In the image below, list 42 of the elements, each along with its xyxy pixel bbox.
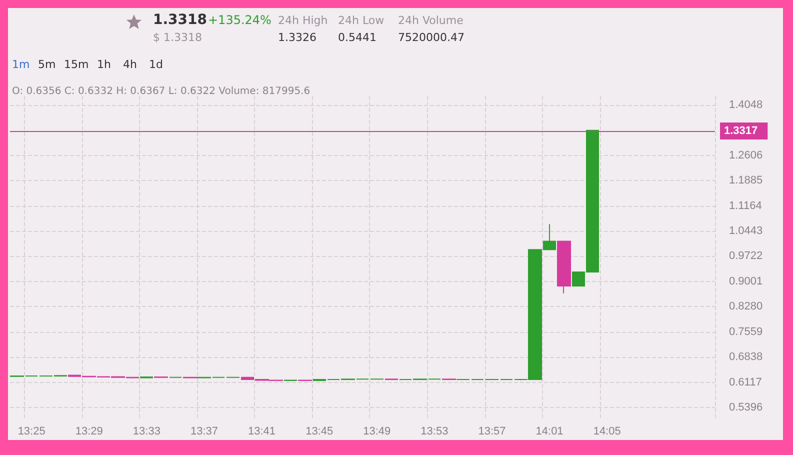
y-tick-label: 1.1164 <box>729 200 762 212</box>
text: 1d <box>149 58 163 71</box>
x-tick-label: 13:25 <box>18 426 46 438</box>
y-tick-label: 1.0443 <box>729 224 763 237</box>
text: +135.24% <box>208 13 272 27</box>
y-tick-label: 0.6117 <box>729 376 762 388</box>
y-tick-label: 1.1885 <box>729 174 763 187</box>
candlestick <box>140 376 153 379</box>
y-tick-label: 1.4048 <box>729 98 763 111</box>
text: 15m <box>64 58 89 71</box>
x-tick-label: 13:37 <box>190 426 218 438</box>
x-tick-label: 13:57 <box>478 426 506 438</box>
text: 1h <box>97 58 111 71</box>
x-tick-label: 13:53 <box>420 426 448 438</box>
y-tick-label: 0.8280 <box>729 300 763 313</box>
x-tick-label: 13:41 <box>248 426 276 438</box>
y-tick-label: 1.2606 <box>729 149 763 162</box>
candlestick <box>557 240 571 294</box>
text: 1m <box>12 58 30 71</box>
text: 24h Volume <box>398 14 464 27</box>
x-tick-label: 14:01 <box>536 426 564 438</box>
text: 1.3318 <box>153 12 208 28</box>
text: 24h High <box>278 14 328 27</box>
x-tick-label: 13:29 <box>75 426 103 438</box>
ref-line-label: 1.3317 <box>724 125 758 137</box>
y-tick-label: 0.7559 <box>729 326 763 338</box>
y-tick-label: 0.6838 <box>729 351 763 364</box>
y-tick-label: 0.5396 <box>729 402 763 414</box>
text: 5m <box>38 58 56 71</box>
x-tick-label: 13:45 <box>306 426 334 438</box>
text: 4h <box>123 58 137 71</box>
annotation: O: 0.6356 C: 0.6332 H: 0.6367 L: 0.6322 Volume: 817995.6 <box>12 86 310 97</box>
x-tick-label: 14:05 <box>593 426 621 438</box>
text: 0.5441 <box>338 31 376 44</box>
y-tick-label: 0.9722 <box>729 250 763 262</box>
text: 7520000.47 <box>398 31 464 44</box>
text: 24h Low <box>338 14 384 27</box>
y-tick-label: 0.9001 <box>729 275 763 288</box>
x-tick-label: 13:49 <box>363 426 391 438</box>
x-tick-label: 13:33 <box>132 426 160 438</box>
text: 1.3326 <box>278 31 316 44</box>
text: $ 1.3318 <box>153 31 202 44</box>
